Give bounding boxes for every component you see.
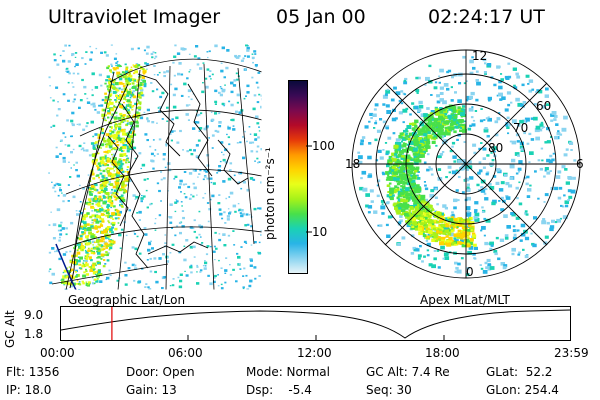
altitude-timeline (60, 306, 571, 341)
colorbar-tick-10: 10 (312, 225, 328, 239)
time-label: 02:24:17 UT (428, 6, 545, 28)
sequence-number: Seq: 30 (366, 383, 412, 397)
geographic-longitude: GLon: 254.4 (486, 383, 559, 397)
time-tick-1200: 12:00 (297, 346, 332, 360)
geographic-latitude: GLat: 52.2 (486, 365, 553, 379)
colorbar-tick-100: 100 (312, 139, 335, 153)
dsp-value: Dsp: -5.4 (246, 383, 312, 397)
gc-alt-axis-label: GC Alt (3, 310, 17, 348)
time-tick-1800: 18:00 (425, 346, 460, 360)
coastline-outline (69, 73, 249, 289)
mlat-label-60: 60 (536, 99, 551, 113)
mlt-label-18: 18 (345, 157, 360, 171)
door-status: Door: Open (126, 365, 195, 379)
altitude-curve (60, 309, 571, 339)
mlt-label-6: 6 (576, 157, 584, 171)
time-tick-0000: 00:00 (40, 346, 75, 360)
time-tick-0600: 06:00 (168, 346, 203, 360)
time-tick-2359: 23:59 (554, 346, 589, 360)
date-label: 05 Jan 00 (276, 6, 366, 28)
mlat-label-70: 70 (513, 121, 528, 135)
coastline-west (55, 243, 77, 290)
ip-value: IP: 18.0 (6, 383, 52, 397)
geographic-aurora-image (48, 44, 262, 290)
polar-caption: Apex MLat/MLT (420, 293, 510, 307)
mlt-label-12: 12 (472, 49, 487, 63)
mlat-label-80: 80 (488, 141, 503, 155)
flight-number: Flt: 1356 (6, 365, 60, 379)
mlt-label-0: 0 (466, 265, 474, 279)
color-scale-bar (288, 80, 308, 274)
geographic-grid (51, 58, 262, 290)
gc-altitude: GC Alt: 7.4 Re (366, 365, 450, 379)
mode-status: Mode: Normal (246, 365, 330, 379)
left-map-caption: Geographic Lat/Lon (68, 293, 186, 307)
instrument-title: Ultraviolet Imager (48, 6, 221, 28)
polar-grid (351, 49, 581, 279)
polar-aurora-oval (357, 55, 577, 277)
polar-mlat-mlt-plot: 12 18 6 0 60 70 80 (345, 49, 584, 279)
geographic-map (48, 44, 262, 290)
alt-tick-high: 9.0 (24, 308, 44, 322)
alt-tick-low: 1.8 (24, 327, 44, 341)
colorbar-ticks (306, 145, 312, 233)
colorbar-unit-label: photon cm⁻²s⁻¹ (263, 147, 277, 240)
gain-value: Gain: 13 (126, 383, 177, 397)
